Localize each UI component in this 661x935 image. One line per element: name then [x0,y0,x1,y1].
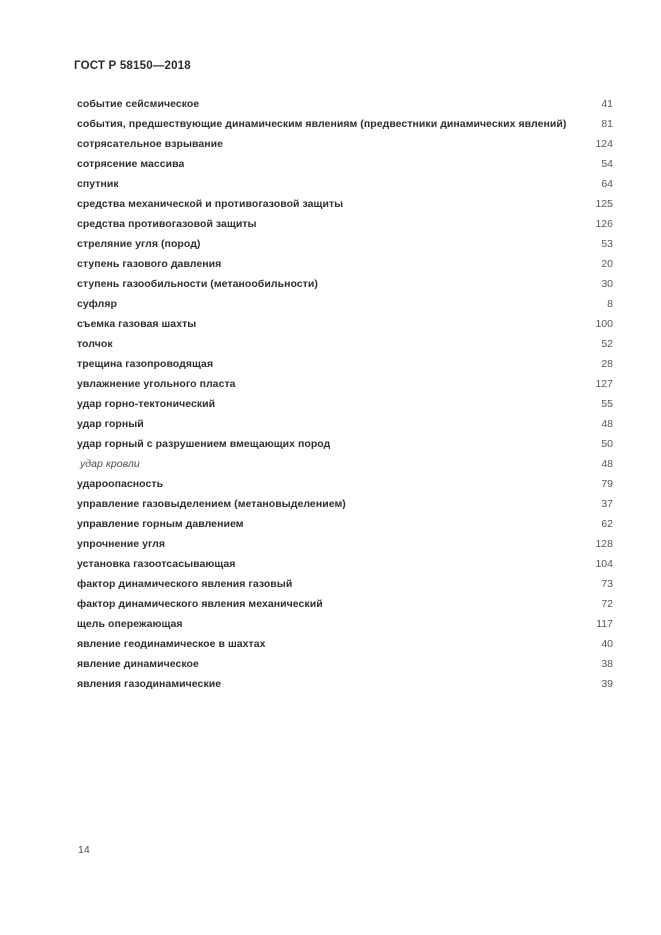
index-entry-term: удар горный с разрушением вмещающих поро… [77,438,331,450]
index-entry-term: сотрясательное взрывание [77,138,224,150]
index-entry-page-number: 37 [601,498,613,510]
index-entry: удар горный 48 [77,414,613,434]
index-entry: средства противогазовой защиты 126 [77,214,613,234]
index-entry: ступень газового давления 20 [77,254,613,274]
index-entry-page-number: 125 [595,198,613,210]
index-entry: сотрясение массива 54 [77,154,613,174]
index-entry: управление газовыделением (метановыделен… [77,494,613,514]
index-entry: спутник 64 [77,174,613,194]
index-entry: удар кровли 48 [77,454,613,474]
index-entry: упрочнение угля 128 [77,534,613,554]
index-entry-page-number: 38 [601,658,613,670]
index-entry-page-number: 28 [601,358,613,370]
index-entry: щель опережающая 117 [77,614,613,634]
index-entry-page-number: 128 [595,538,613,550]
index-entry-term: спутник [77,178,119,190]
index-entry-term: суфляр [77,298,117,310]
index-entry-page-number: 20 [601,258,613,270]
index-entry: ступень газообильности (метанообильности… [77,274,613,294]
index-entry-term: удар горно-тектонический [77,398,216,410]
index-entry: увлажнение угольного пласта 127 [77,374,613,394]
index-entry-term: толчок [77,338,113,350]
index-entry-page-number: 50 [601,438,613,450]
index-entry-term: средства механической и противогазовой з… [77,198,344,210]
index-entry: явление динамическое 38 [77,654,613,674]
index-entry: удароопасность 79 [77,474,613,494]
index-entry-page-number: 124 [595,138,613,150]
index-entry-term: удар горный [77,418,144,430]
index-entry: толчок 52 [77,334,613,354]
index-entry-page-number: 53 [601,238,613,250]
index-entry: трещина газопроводящая 28 [77,354,613,374]
index-entry: явление геодинамическое в шахтах 40 [77,634,613,654]
index-entry: фактор динамического явления механически… [77,594,613,614]
index-entry-page-number: 79 [601,478,613,490]
index-entry-term: удароопасность [77,478,164,490]
index-entry-page-number: 64 [601,178,613,190]
index-entry-page-number: 72 [601,598,613,610]
index-entry-term: средства противогазовой защиты [77,218,257,230]
index-entry: съемка газовая шахты 100 [77,314,613,334]
index-entry: фактор динамического явления газовый 73 [77,574,613,594]
index-entry-term: стреляние угля (пород) [77,238,201,250]
index-entry-term: события, предшествующие динамическим явл… [77,118,567,130]
index-entry: стреляние угля (пород) 53 [77,234,613,254]
alphabetical-index-list: событие сейсмическое 41 события, предшеств… [77,94,613,694]
index-entry-page-number: 30 [601,278,613,290]
index-entry-page-number: 104 [595,558,613,570]
index-entry-page-number: 55 [601,398,613,410]
index-entry: суфляр 8 [77,294,613,314]
index-entry-page-number: 48 [601,418,613,430]
index-entry-term: явление динамическое [77,658,199,670]
index-entry-term: ступень газового давления [77,258,222,270]
index-entry-term: удар кровли [80,458,140,470]
index-entry-term: щель опережающая [77,618,183,630]
index-entry-page-number: 73 [601,578,613,590]
index-entry: событие сейсмическое 41 [77,94,613,114]
page-number-folio: 14 [78,844,90,856]
index-entry: установка газоотсасывающая 104 [77,554,613,574]
index-entry-term: ступень газообильности (метанообильности… [77,278,318,290]
index-entry: явления газодинамические 39 [77,674,613,694]
index-entry-term: съемка газовая шахты [77,318,197,330]
index-entry-page-number: 100 [595,318,613,330]
index-entry-page-number: 39 [601,678,613,690]
index-entry: события, предшествующие динамическим явл… [77,114,613,134]
index-entry-term: фактор динамического явления механически… [77,598,323,610]
index-entry-page-number: 126 [595,218,613,230]
index-entry-page-number: 54 [601,158,613,170]
standard-designation-header: ГОСТ Р 58150—2018 [74,60,191,72]
index-entry-term: явление геодинамическое в шахтах [77,638,266,650]
index-entry: удар горно-тектонический 55 [77,394,613,414]
index-entry-page-number: 62 [601,518,613,530]
index-entry-term: сотрясение массива [77,158,185,170]
index-entry-page-number: 41 [601,98,613,110]
index-entry-term: явления газодинамические [77,678,222,690]
index-entry-term: трещина газопроводящая [77,358,214,370]
index-entry-term: фактор динамического явления газовый [77,578,293,590]
index-entry-page-number: 81 [601,118,613,130]
index-entry: средства механической и противогазовой з… [77,194,613,214]
index-entry-page-number: 8 [607,298,613,310]
index-entry: управление горным давлением 62 [77,514,613,534]
index-entry-page-number: 40 [601,638,613,650]
index-entry-page-number: 52 [601,338,613,350]
index-entry-term: управление газовыделением (метановыделен… [77,498,346,510]
index-entry-page-number: 117 [596,618,613,630]
index-entry: сотрясательное взрывание 124 [77,134,613,154]
index-entry-term: управление горным давлением [77,518,244,530]
index-entry-page-number: 48 [601,458,613,470]
index-entry-term: увлажнение угольного пласта [77,378,236,390]
index-entry-term: событие сейсмическое [77,98,200,110]
index-entry-term: установка газоотсасывающая [77,558,236,570]
index-entry-page-number: 127 [595,378,613,390]
index-entry-term: упрочнение угля [77,538,166,550]
index-entry: удар горный с разрушением вмещающих поро… [77,434,613,454]
